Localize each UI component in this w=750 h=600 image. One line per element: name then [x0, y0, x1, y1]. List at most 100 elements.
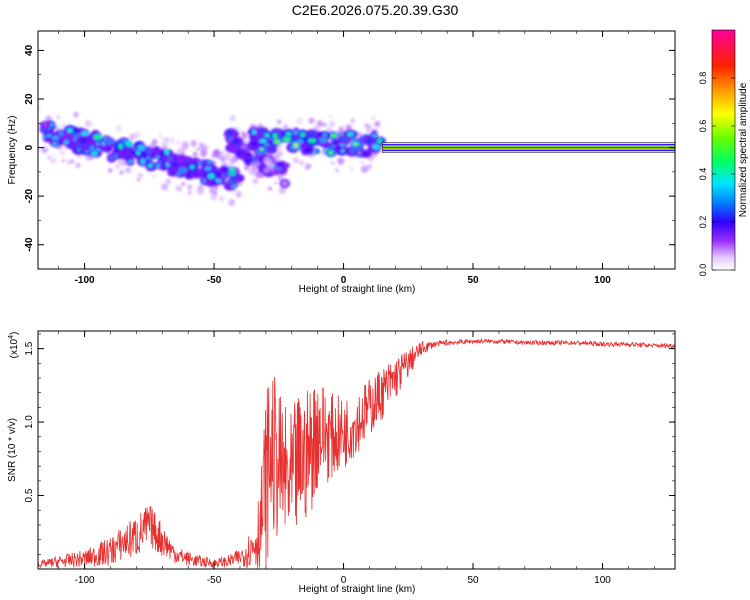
colorbar-tick-label: 0.4: [698, 168, 708, 181]
spectral-energy-core: [236, 151, 242, 156]
spectral-energy-speck: [192, 151, 198, 157]
spectral-energy-speck: [208, 186, 217, 195]
spectral-energy-core: [207, 173, 215, 179]
spectral-energy-core: [265, 133, 270, 138]
spectrogram-x-tick-label: 0: [341, 275, 347, 286]
snr-series-line: [38, 337, 675, 569]
colorbar-tick-label: 0.6: [698, 120, 708, 133]
spectrogram-y-axis: -40 -20 0 20 40: [24, 44, 675, 270]
spectral-energy-core: [147, 163, 154, 168]
spectral-energy-speck: [210, 193, 218, 201]
spectral-energy-speck: [234, 167, 240, 173]
spectral-energy-speck: [187, 184, 193, 190]
spectrogram-y-tick-label: 0: [24, 144, 35, 150]
spectral-energy-core: [365, 137, 374, 144]
spectral-energy-core: [106, 139, 114, 145]
spectral-energy-speck: [134, 131, 141, 139]
spectral-energy-speck: [50, 157, 57, 164]
spectral-energy-speck: [277, 175, 283, 181]
snr-x-tick-label: 0: [341, 575, 347, 586]
spectral-energy-core: [164, 149, 170, 155]
spectral-energy-speck: [235, 191, 242, 198]
spectrogram-image: [38, 105, 675, 206]
spectrogram-y-tick-label: 20: [24, 93, 35, 105]
spectral-energy-speck: [114, 163, 121, 170]
spectral-energy-speck: [61, 159, 65, 163]
snr-frame: [37, 330, 676, 570]
spectral-energy-core: [177, 157, 186, 162]
spectral-energy-speck: [278, 186, 286, 194]
spectral-energy-speck: [349, 166, 354, 171]
spectral-line-outline: [382, 142, 675, 153]
spectrogram-x-tick-label: 100: [594, 275, 611, 286]
colorbar-tick-label: 0.2: [698, 216, 708, 229]
colorbar-tick-label: 0.0: [698, 264, 708, 277]
snr-y-label: SNR (10 * v/v): [7, 418, 18, 482]
spectral-energy-core: [304, 147, 312, 153]
spectral-energy-speck: [138, 173, 143, 178]
spectrogram-x-tick-label: -50: [207, 275, 222, 286]
spectral-energy-speck: [276, 119, 282, 125]
spectral-energy-speck: [115, 124, 123, 132]
snr-y-tick-label: 1.5: [24, 341, 35, 355]
spectral-energy-core: [189, 165, 195, 169]
spectral-energy-core: [155, 163, 161, 168]
spectral-energy-speck: [84, 120, 92, 128]
spectral-energy-speck: [136, 177, 141, 182]
snr-panel: -100 -50 0 50 100 0.5 1.0 1.5 Height of straig…: [7, 330, 676, 595]
spectral-energy-core: [72, 133, 81, 137]
spectral-energy-core: [240, 145, 249, 149]
spectral-energy-core: [40, 128, 49, 132]
snr-y-axis: 0.5 1.0 1.5: [24, 333, 675, 570]
snr-x-tick-label: 50: [467, 575, 479, 586]
spectral-energy-speck: [225, 154, 230, 158]
spectral-energy-core: [250, 140, 258, 147]
spectral-energy-speck: [55, 115, 61, 120]
spectral-energy-speck: [59, 149, 66, 155]
spectral-energy-speck: [360, 165, 369, 173]
spectral-energy-core: [109, 156, 115, 160]
spectral-energy-core: [146, 148, 151, 154]
spectral-energy-speck: [356, 132, 362, 137]
spectral-energy-speck: [326, 127, 332, 133]
colorbar-label: Normalized spectral amplitude: [738, 82, 749, 217]
spectrogram-y-tick-label: -20: [24, 188, 35, 203]
spectrogram-frame: [37, 30, 676, 270]
spectral-energy-speck: [295, 117, 304, 125]
spectrogram-panel: -100 -50 0 50 100 -40 -20 0 20 40 Height of stra…: [7, 30, 676, 295]
spectral-energy-core: [90, 151, 98, 156]
spectral-energy-core: [51, 136, 59, 140]
spectral-energy-speck: [365, 123, 373, 131]
spectral-energy-speck: [255, 161, 260, 166]
spectral-energy-speck: [175, 185, 183, 192]
spectral-energy-speck: [181, 182, 186, 186]
spectral-energy-core: [352, 142, 359, 146]
spectral-energy-speck: [151, 138, 158, 146]
spectral-energy-speck: [252, 178, 259, 185]
spectral-energy-core: [179, 167, 187, 174]
spectral-energy-speck: [196, 186, 205, 195]
spectral-energy-speck: [241, 133, 246, 138]
spectral-energy-core: [63, 140, 69, 145]
figure-title: C2E6.2026.075.20.39.G30: [292, 2, 459, 18]
spectral-energy-core: [319, 137, 327, 143]
colorbar-tick-label: 0.8: [698, 72, 708, 85]
spectral-energy-speck: [151, 174, 156, 179]
spectral-energy-core: [93, 134, 102, 140]
spectral-energy-core: [250, 135, 256, 139]
spectral-energy-core: [228, 167, 235, 173]
spectral-energy-speck: [165, 178, 172, 185]
spectrogram-y-tick-label: -40: [24, 237, 35, 252]
spectral-energy-core: [347, 132, 354, 137]
spectral-energy-core: [227, 129, 233, 136]
spectral-energy-core: [281, 181, 288, 186]
spectral-energy-core: [244, 159, 253, 164]
spectral-energy-speck: [158, 134, 163, 139]
spectral-energy-core: [273, 139, 281, 144]
spectral-energy-speck: [136, 173, 140, 177]
spectral-energy-core: [66, 128, 73, 133]
spectral-energy-speck: [210, 153, 215, 158]
spectral-energy-speck: [229, 115, 236, 122]
snr-x-tick-label: -50: [207, 575, 222, 586]
